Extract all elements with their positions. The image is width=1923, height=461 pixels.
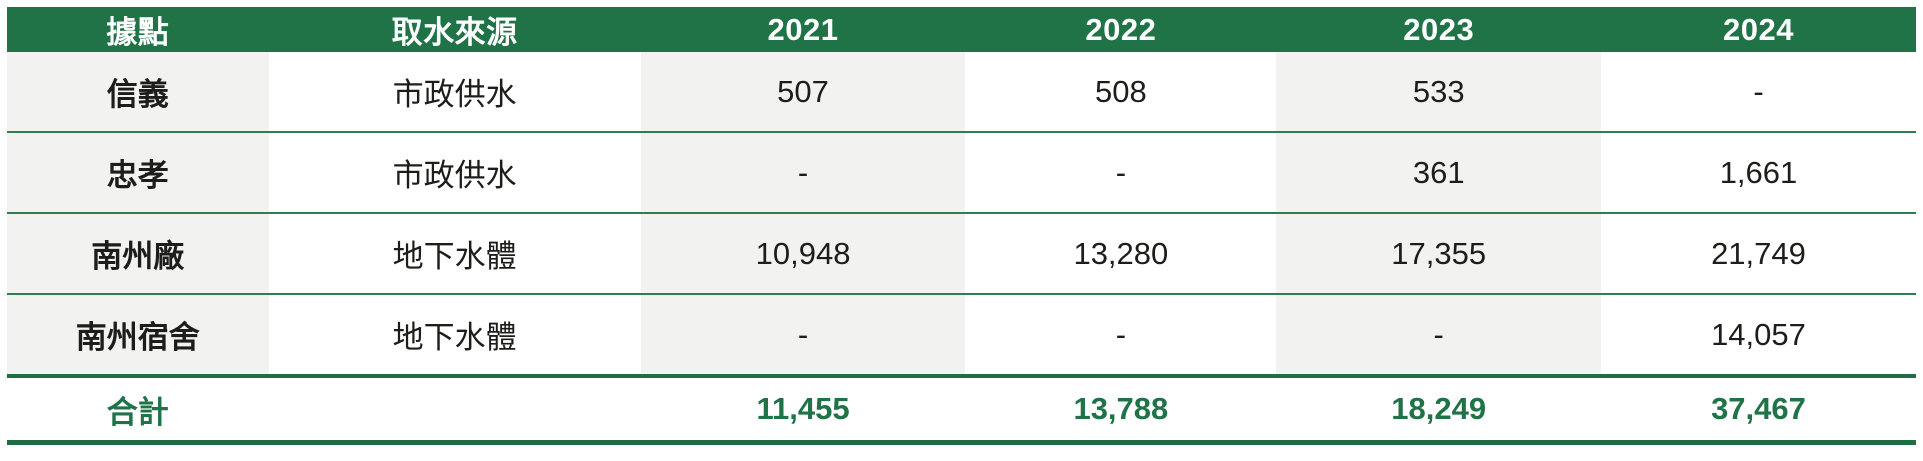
value-cell: - [965, 132, 1277, 213]
source-cell: 市政供水 [268, 52, 641, 132]
total-value-cell: 18,249 [1276, 376, 1601, 443]
total-value-cell: 37,467 [1600, 376, 1916, 443]
value-cell: 508 [965, 52, 1277, 132]
source-cell: 地下水體 [268, 294, 641, 376]
total-value-cell: 11,455 [640, 376, 966, 443]
value-cell: 1,661 [1600, 132, 1916, 213]
value-cell: - [640, 294, 966, 376]
site-cell: 南州廠 [7, 213, 269, 294]
site-cell: 忠孝 [7, 132, 269, 213]
value-cell: 507 [640, 52, 966, 132]
column-header-site: 據點 [7, 7, 269, 52]
value-cell: - [1600, 52, 1916, 132]
table-row: 忠孝 市政供水 - - 361 1,661 [7, 132, 1916, 213]
value-cell: 10,948 [640, 213, 966, 294]
total-value-cell: 13,788 [965, 376, 1277, 443]
value-cell: 14,057 [1600, 294, 1916, 376]
total-label: 合計 [7, 376, 269, 443]
value-cell: 13,280 [965, 213, 1277, 294]
value-cell: - [1276, 294, 1601, 376]
water-withdrawal-table: 據點 取水來源 2021 2022 2023 2024 信義 市政供水 507 … [7, 7, 1916, 445]
column-header-2022: 2022 [965, 7, 1277, 52]
site-cell: 信義 [7, 52, 269, 132]
total-source-spacer [268, 376, 641, 443]
value-cell: 21,749 [1600, 213, 1916, 294]
table-row: 南州廠 地下水體 10,948 13,280 17,355 21,749 [7, 213, 1916, 294]
total-row: 合計 11,455 13,788 18,249 37,467 [7, 376, 1916, 443]
value-cell: 17,355 [1276, 213, 1601, 294]
value-cell: - [965, 294, 1277, 376]
table-row: 信義 市政供水 507 508 533 - [7, 52, 1916, 132]
column-header-2021: 2021 [640, 7, 966, 52]
value-cell: 533 [1276, 52, 1601, 132]
table-row: 南州宿舍 地下水體 - - - 14,057 [7, 294, 1916, 376]
header-row: 據點 取水來源 2021 2022 2023 2024 [7, 7, 1916, 52]
column-header-2024: 2024 [1600, 7, 1916, 52]
column-header-2023: 2023 [1276, 7, 1601, 52]
source-cell: 市政供水 [268, 132, 641, 213]
value-cell: 361 [1276, 132, 1601, 213]
site-cell: 南州宿舍 [7, 294, 269, 376]
value-cell: - [640, 132, 966, 213]
column-header-source: 取水來源 [268, 7, 641, 52]
source-cell: 地下水體 [268, 213, 641, 294]
